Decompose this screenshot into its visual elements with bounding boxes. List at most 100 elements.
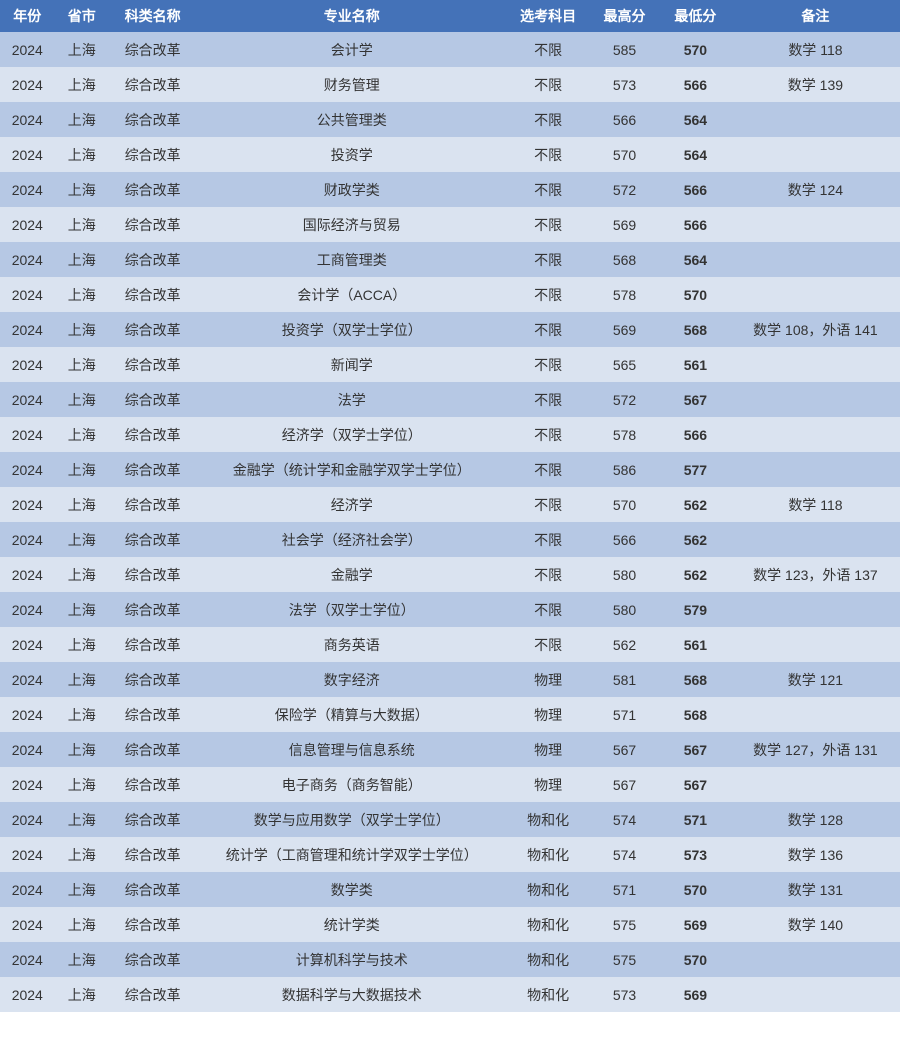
table-row: 2024上海综合改革金融学（统计学和金融学双学士学位）不限586577	[0, 452, 900, 487]
cell-subject: 物理	[507, 767, 589, 802]
cell-low: 561	[660, 347, 731, 382]
cell-note	[731, 137, 900, 172]
cell-subject: 不限	[507, 102, 589, 137]
cell-subject: 不限	[507, 207, 589, 242]
cell-province: 上海	[55, 32, 110, 67]
cell-subject: 物和化	[507, 977, 589, 1012]
cell-province: 上海	[55, 907, 110, 942]
cell-year: 2024	[0, 732, 55, 767]
cell-category: 综合改革	[109, 872, 196, 907]
cell-category: 综合改革	[109, 732, 196, 767]
cell-major: 商务英语	[196, 627, 507, 662]
cell-year: 2024	[0, 242, 55, 277]
table-row: 2024上海综合改革经济学（双学士学位）不限578566	[0, 417, 900, 452]
cell-subject: 物和化	[507, 802, 589, 837]
table-row: 2024上海综合改革社会学（经济社会学）不限566562	[0, 522, 900, 557]
cell-low: 561	[660, 627, 731, 662]
header-note: 备注	[731, 0, 900, 32]
cell-subject: 不限	[507, 347, 589, 382]
cell-category: 综合改革	[109, 907, 196, 942]
cell-category: 综合改革	[109, 137, 196, 172]
cell-note: 数学 118	[731, 32, 900, 67]
cell-province: 上海	[55, 67, 110, 102]
cell-category: 综合改革	[109, 172, 196, 207]
cell-low: 567	[660, 382, 731, 417]
admission-scores-table: 年份 省市 科类名称 专业名称 选考科目 最高分 最低分 备注 2024上海综合…	[0, 0, 900, 1012]
cell-major: 会计学（ACCA）	[196, 277, 507, 312]
table-row: 2024上海综合改革会计学（ACCA）不限578570	[0, 277, 900, 312]
cell-low: 570	[660, 872, 731, 907]
cell-major: 保险学（精算与大数据）	[196, 697, 507, 732]
cell-note: 数学 136	[731, 837, 900, 872]
cell-year: 2024	[0, 802, 55, 837]
cell-high: 585	[589, 32, 660, 67]
cell-high: 570	[589, 137, 660, 172]
cell-category: 综合改革	[109, 662, 196, 697]
cell-category: 综合改革	[109, 207, 196, 242]
cell-note: 数学 124	[731, 172, 900, 207]
cell-category: 综合改革	[109, 347, 196, 382]
header-major: 专业名称	[196, 0, 507, 32]
cell-low: 568	[660, 312, 731, 347]
table-row: 2024上海综合改革投资学不限570564	[0, 137, 900, 172]
cell-province: 上海	[55, 312, 110, 347]
cell-year: 2024	[0, 277, 55, 312]
cell-note: 数学 128	[731, 802, 900, 837]
cell-high: 573	[589, 67, 660, 102]
cell-major: 信息管理与信息系统	[196, 732, 507, 767]
cell-province: 上海	[55, 662, 110, 697]
table-row: 2024上海综合改革统计学（工商管理和统计学双学士学位）物和化574573数学 …	[0, 837, 900, 872]
cell-major: 经济学	[196, 487, 507, 522]
table-row: 2024上海综合改革电子商务（商务智能）物理567567	[0, 767, 900, 802]
cell-high: 566	[589, 102, 660, 137]
header-subject: 选考科目	[507, 0, 589, 32]
cell-major: 统计学类	[196, 907, 507, 942]
cell-note	[731, 277, 900, 312]
cell-year: 2024	[0, 872, 55, 907]
cell-province: 上海	[55, 732, 110, 767]
cell-province: 上海	[55, 207, 110, 242]
cell-major: 工商管理类	[196, 242, 507, 277]
cell-year: 2024	[0, 697, 55, 732]
cell-category: 综合改革	[109, 382, 196, 417]
cell-low: 579	[660, 592, 731, 627]
cell-major: 投资学（双学士学位）	[196, 312, 507, 347]
cell-major: 社会学（经济社会学）	[196, 522, 507, 557]
cell-year: 2024	[0, 767, 55, 802]
cell-category: 综合改革	[109, 627, 196, 662]
cell-province: 上海	[55, 767, 110, 802]
cell-high: 565	[589, 347, 660, 382]
cell-note: 数学 140	[731, 907, 900, 942]
cell-province: 上海	[55, 627, 110, 662]
cell-high: 572	[589, 382, 660, 417]
cell-subject: 不限	[507, 522, 589, 557]
cell-low: 567	[660, 732, 731, 767]
table-row: 2024上海综合改革公共管理类不限566564	[0, 102, 900, 137]
cell-year: 2024	[0, 592, 55, 627]
cell-major: 新闻学	[196, 347, 507, 382]
cell-major: 数学类	[196, 872, 507, 907]
cell-high: 566	[589, 522, 660, 557]
table-row: 2024上海综合改革数学类物和化571570数学 131	[0, 872, 900, 907]
cell-category: 综合改革	[109, 417, 196, 452]
cell-province: 上海	[55, 452, 110, 487]
cell-note	[731, 347, 900, 382]
cell-subject: 物和化	[507, 837, 589, 872]
cell-note	[731, 382, 900, 417]
cell-major: 数学与应用数学（双学士学位）	[196, 802, 507, 837]
cell-category: 综合改革	[109, 452, 196, 487]
cell-note	[731, 452, 900, 487]
cell-year: 2024	[0, 487, 55, 522]
cell-note	[731, 942, 900, 977]
table-row: 2024上海综合改革新闻学不限565561	[0, 347, 900, 382]
cell-high: 574	[589, 802, 660, 837]
cell-year: 2024	[0, 557, 55, 592]
header-high: 最高分	[589, 0, 660, 32]
cell-subject: 不限	[507, 627, 589, 662]
cell-year: 2024	[0, 417, 55, 452]
cell-subject: 不限	[507, 312, 589, 347]
table-row: 2024上海综合改革会计学不限585570数学 118	[0, 32, 900, 67]
cell-subject: 不限	[507, 137, 589, 172]
cell-low: 566	[660, 417, 731, 452]
table-row: 2024上海综合改革统计学类物和化575569数学 140	[0, 907, 900, 942]
